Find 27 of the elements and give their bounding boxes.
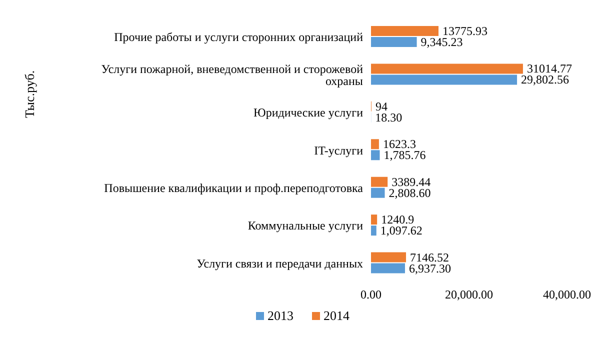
bar bbox=[371, 150, 380, 160]
y-tick-label: Услуги связи и передачи данных bbox=[196, 256, 363, 270]
x-tick-label: 20,000.00 bbox=[445, 288, 493, 302]
bar bbox=[371, 37, 417, 47]
x-tick-label: 0.00 bbox=[360, 288, 382, 302]
data-label: 9,345.23 bbox=[420, 35, 463, 49]
bar bbox=[371, 226, 376, 236]
bar bbox=[371, 176, 388, 187]
bar bbox=[371, 263, 405, 274]
x-tick-label: 40,000.00 bbox=[543, 288, 591, 302]
bar bbox=[371, 64, 523, 74]
y-tick-label: Прочие работы и услуги сторонних организаций bbox=[114, 30, 364, 44]
bar bbox=[371, 139, 379, 150]
y-tick-label: Коммунальные услуги bbox=[248, 218, 364, 233]
bar bbox=[371, 252, 406, 262]
data-label: 13775.93 bbox=[442, 24, 488, 38]
bar bbox=[371, 188, 385, 198]
y-tick-label: Услуги пожарной, вневедомственной и сторожевой охраны bbox=[101, 62, 364, 88]
legend-label: 2014 bbox=[322, 308, 350, 324]
y-tick-label: Повышение квалификации и проф.переподготовка bbox=[104, 180, 364, 195]
y-tick-label: Юридические услуги bbox=[253, 106, 364, 120]
y-tick-label: IT-услуги bbox=[314, 143, 364, 158]
text: Тыс.руб. bbox=[22, 70, 38, 118]
bar bbox=[371, 74, 518, 85]
bar bbox=[371, 214, 378, 225]
bar bbox=[371, 26, 438, 36]
legend-label: 2013 bbox=[266, 308, 294, 324]
